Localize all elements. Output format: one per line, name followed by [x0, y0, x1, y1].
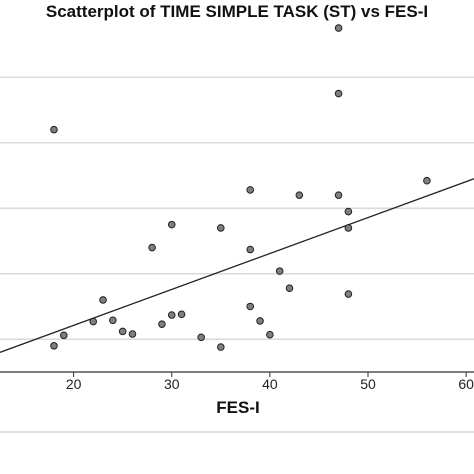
- data-point: [334, 191, 343, 199]
- x-tick-label: 50: [360, 376, 376, 392]
- data-point: [344, 224, 353, 232]
- data-point: [50, 125, 58, 134]
- data-point: [246, 186, 255, 194]
- chart-title: Scatterplot of TIME SIMPLE TASK (ST) vs …: [45, 2, 429, 21]
- tick-layer: 20 30 40 50 60: [66, 372, 474, 392]
- data-point: [89, 317, 98, 326]
- data-point: [246, 245, 255, 254]
- data-point: [334, 89, 343, 98]
- data-point: [266, 330, 274, 339]
- data-point: [423, 176, 431, 185]
- point-layer: [50, 24, 431, 351]
- data-point: [344, 290, 353, 298]
- data-point: [118, 327, 127, 336]
- data-point: [256, 317, 264, 325]
- data-point: [217, 343, 225, 351]
- data-point: [167, 220, 176, 229]
- trend-layer: [0, 178, 474, 353]
- data-point: [217, 224, 225, 232]
- data-point: [59, 331, 68, 340]
- data-point: [285, 284, 294, 292]
- x-tick-label: 30: [164, 376, 180, 392]
- data-point: [148, 243, 156, 252]
- x-tick-label: 60: [458, 376, 474, 392]
- x-tick-label: 20: [66, 376, 82, 392]
- data-point: [167, 311, 176, 319]
- data-point: [344, 207, 353, 216]
- data-point: [50, 341, 58, 350]
- data-point: [246, 302, 255, 311]
- data-point: [197, 333, 205, 342]
- data-point: [295, 191, 304, 199]
- data-point: [99, 296, 107, 304]
- x-axis-label: FES-I: [216, 398, 260, 417]
- data-point: [158, 320, 166, 328]
- x-tick-label: 40: [262, 376, 278, 392]
- data-point: [275, 267, 284, 275]
- trend-line: [0, 178, 474, 353]
- data-point: [109, 316, 117, 325]
- data-point: [177, 310, 186, 319]
- data-point: [128, 330, 137, 338]
- data-point: [334, 24, 343, 32]
